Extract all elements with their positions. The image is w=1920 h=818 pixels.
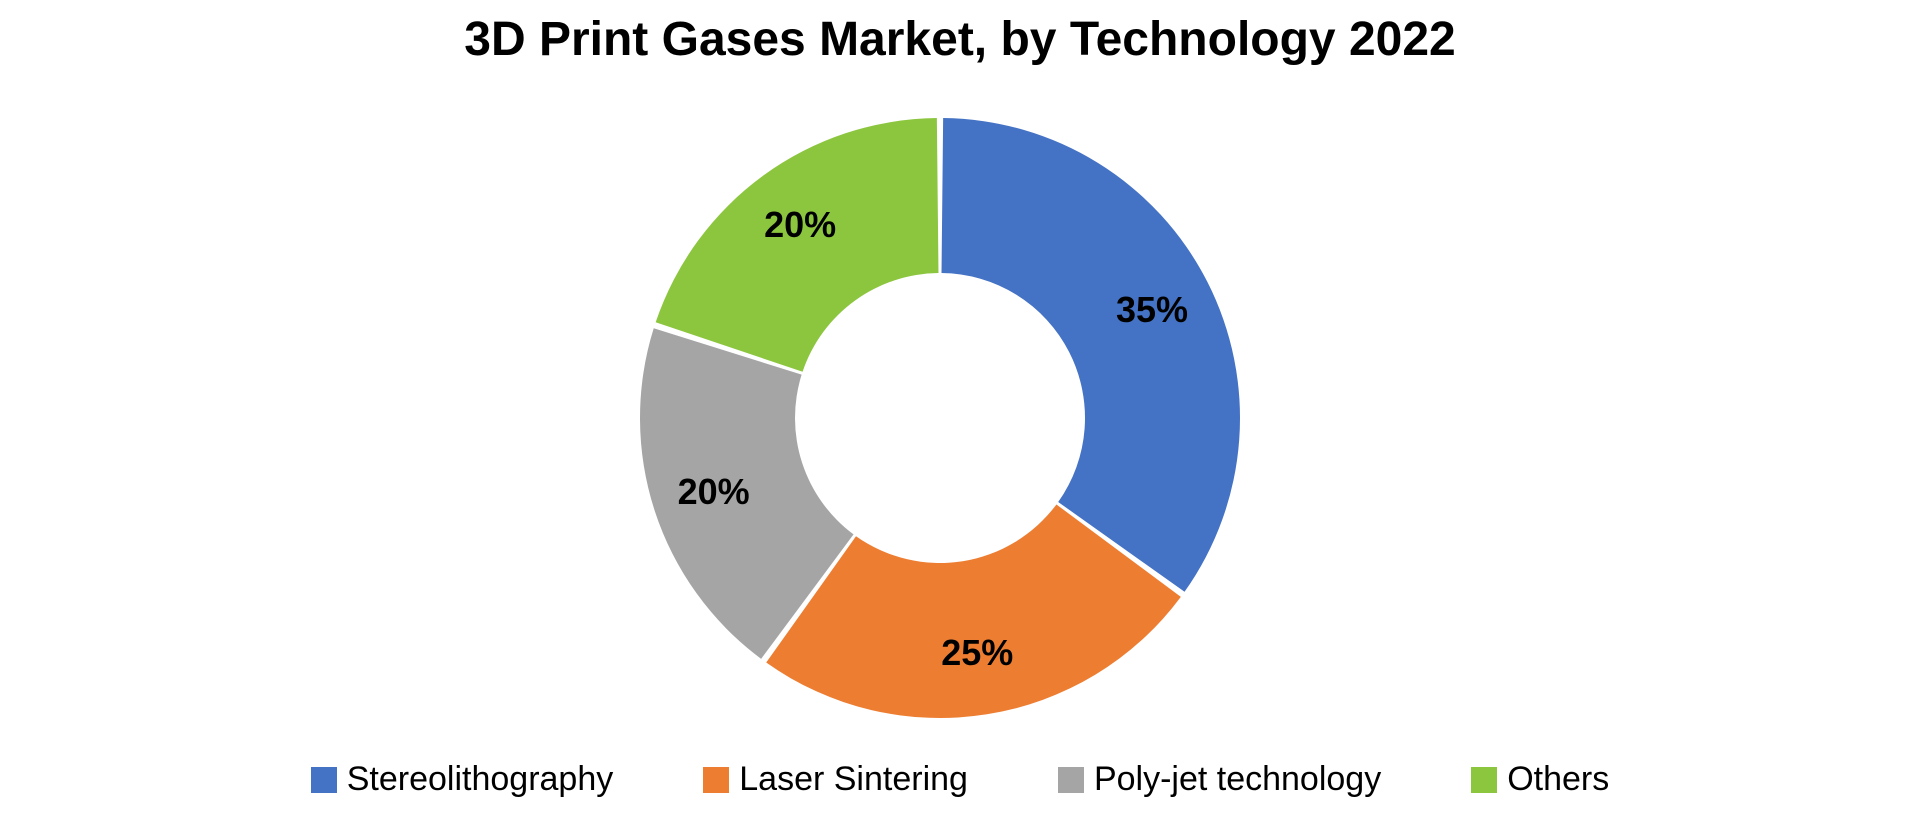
legend-item: Others [1471, 760, 1609, 799]
legend-swatch [703, 767, 729, 793]
donut-slice [942, 118, 1240, 592]
slice-label: 25% [941, 632, 1013, 674]
donut-slices [640, 118, 1240, 718]
legend-label: Others [1507, 760, 1609, 799]
legend-label: Stereolithography [347, 760, 614, 799]
legend-item: Laser Sintering [703, 760, 968, 799]
legend-label: Poly-jet technology [1094, 760, 1381, 799]
legend-item: Stereolithography [311, 760, 614, 799]
chart-legend: Stereolithography Laser Sintering Poly-jet… [0, 760, 1920, 799]
slice-label: 20% [764, 204, 836, 246]
chart-container: 3D Print Gases Market, by Technology 202… [0, 0, 1920, 818]
donut-chart [0, 0, 1920, 818]
legend-item: Poly-jet technology [1058, 760, 1381, 799]
legend-swatch [311, 767, 337, 793]
legend-swatch [1471, 767, 1497, 793]
legend-swatch [1058, 767, 1084, 793]
slice-label: 35% [1116, 289, 1188, 331]
legend-label: Laser Sintering [739, 760, 968, 799]
slice-label: 20% [678, 471, 750, 513]
